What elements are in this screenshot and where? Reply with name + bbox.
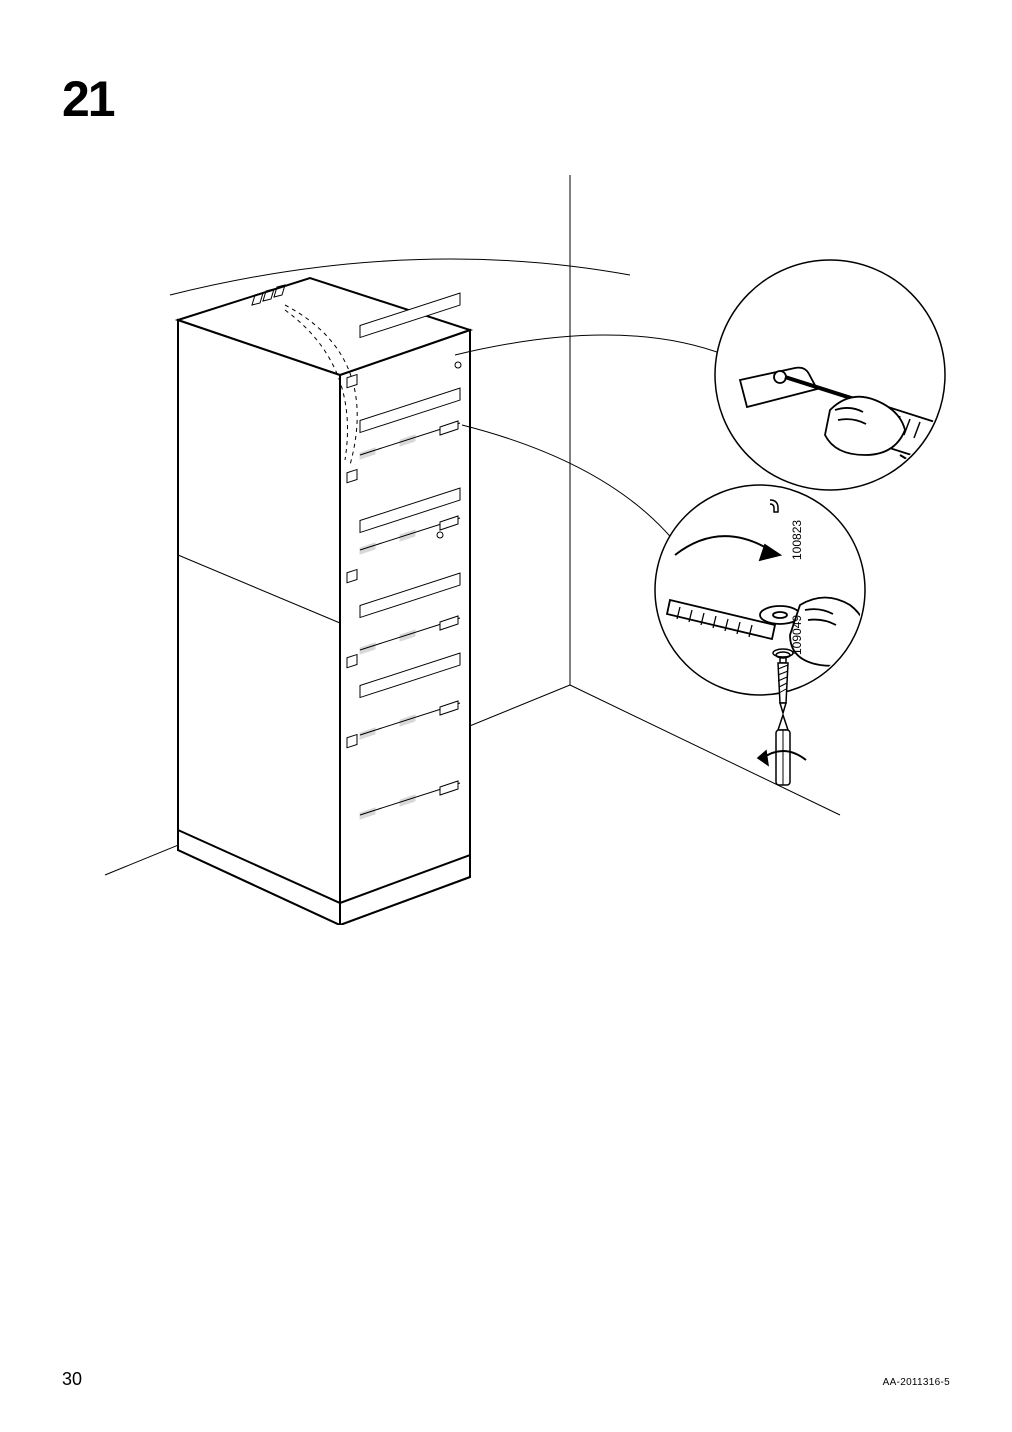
detail-circle-top [715, 260, 950, 490]
part-label-screw: 109049 [790, 615, 804, 655]
document-id: AA-2011316-5 [883, 1377, 950, 1388]
detail-circle-middle [655, 485, 866, 695]
page-number: 30 [62, 1369, 82, 1390]
step-number: 21 [62, 70, 114, 128]
assembly-illustration [60, 155, 952, 925]
instruction-page: 21 [0, 0, 1012, 1432]
cabinet [178, 278, 470, 925]
part-label-washer: 100823 [790, 520, 804, 560]
assembly-svg [60, 155, 952, 925]
